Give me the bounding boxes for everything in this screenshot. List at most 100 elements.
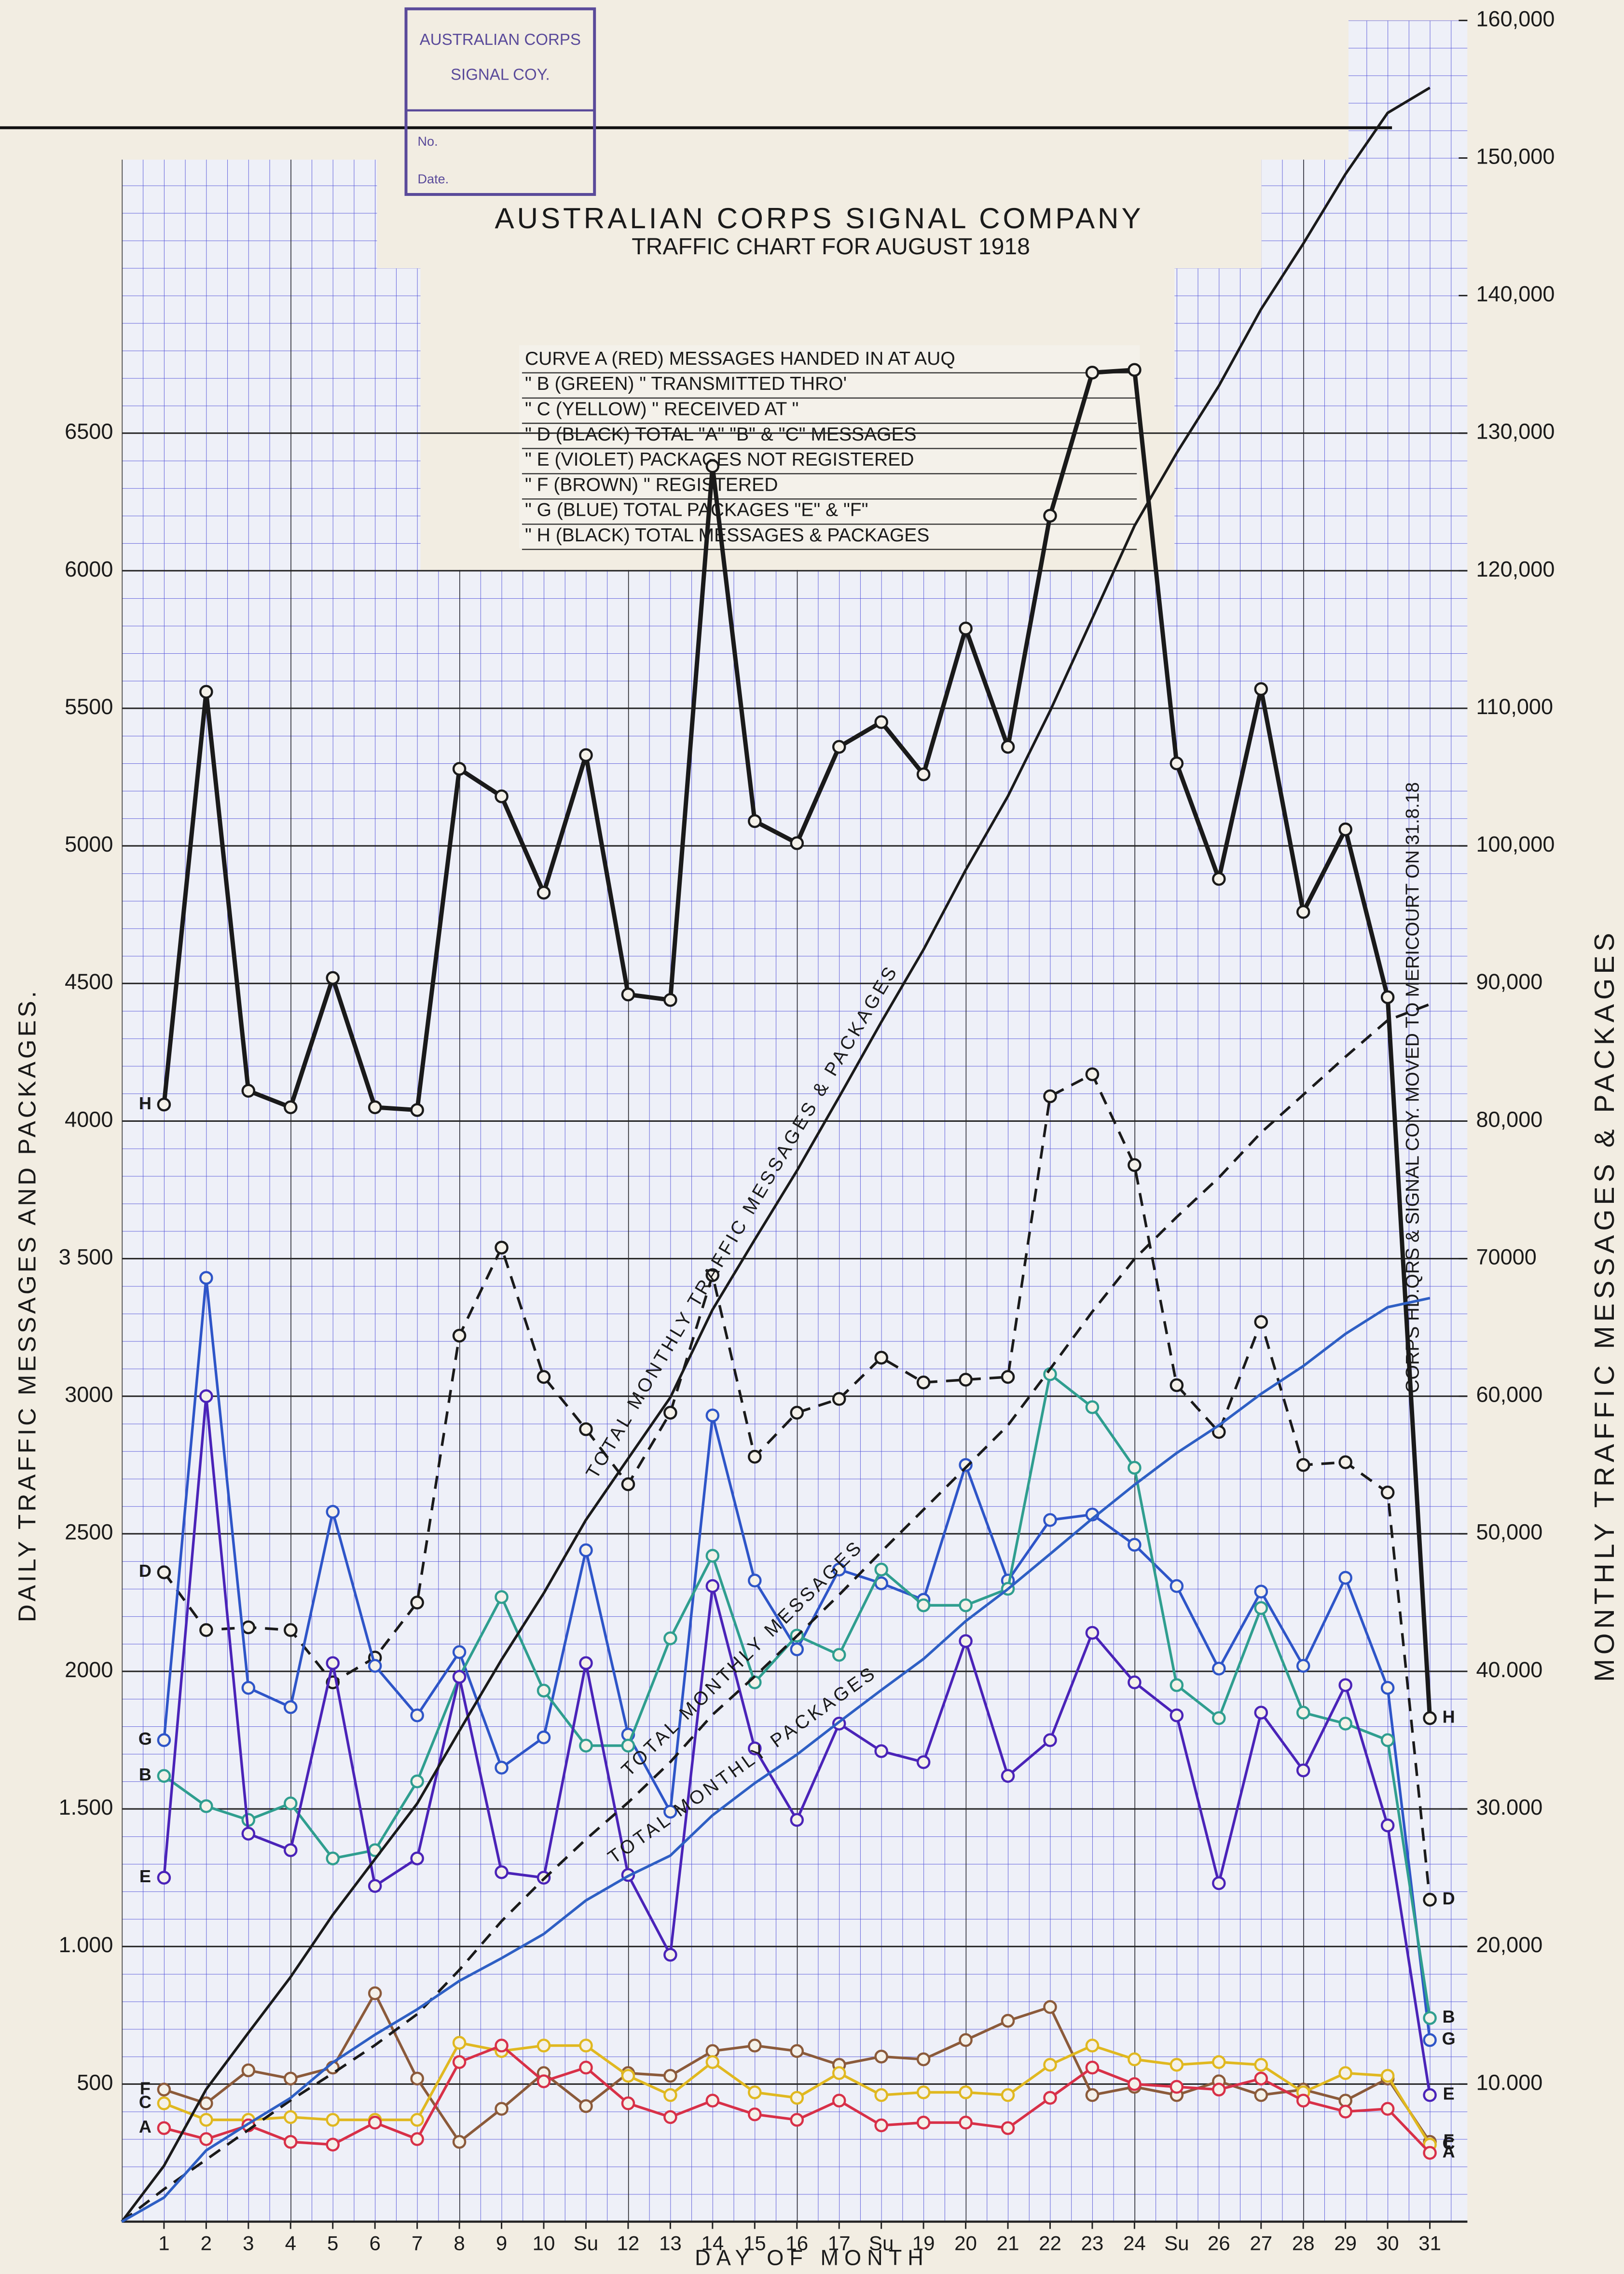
data-point (748, 814, 762, 828)
data-point (1085, 1626, 1100, 1640)
x-tick-label: 24 (1123, 2232, 1146, 2255)
data-point (326, 1656, 340, 1670)
data-point (199, 2096, 213, 2110)
data-point (874, 1562, 888, 1577)
data-point (241, 1620, 256, 1635)
data-point (1128, 1461, 1142, 1475)
y-tick-label: 6000 (65, 557, 113, 581)
data-point (1380, 990, 1395, 1005)
data-point (1128, 2052, 1142, 2067)
y2-tick-label: 20,000 (1476, 1932, 1542, 1957)
data-point (705, 2044, 720, 2058)
data-point (199, 1799, 213, 1813)
series-label: A (139, 2117, 151, 2136)
data-point (874, 1744, 888, 1758)
y2-tick-label: 110,000 (1476, 694, 1553, 719)
y2-tick-label: 140,000 (1476, 282, 1555, 306)
data-point (410, 2113, 424, 2127)
series-label: B (139, 1764, 151, 1784)
data-point (663, 2088, 677, 2102)
data-point (1212, 2055, 1226, 2069)
y-tick-label: 1.500 (59, 1795, 113, 1819)
legend-entry: " H (BLACK) TOTAL MESSAGES & PACKAGES (525, 525, 929, 546)
data-point (1338, 2094, 1352, 2108)
x-tick-label: 17 (828, 2232, 851, 2255)
x-tick-label: 5 (327, 2232, 338, 2255)
data-point (1212, 1711, 1226, 1725)
x-tick-label: 1 (158, 2232, 169, 2255)
data-point (1423, 2011, 1437, 2025)
data-point (705, 1579, 720, 1593)
data-point (874, 2050, 888, 2064)
x-tick-label: 14 (701, 2232, 724, 2255)
x-tick-label: 4 (285, 2232, 296, 2255)
data-point (410, 1596, 424, 1610)
series-label: C (139, 2092, 151, 2112)
data-point (748, 2107, 762, 2122)
y2-tick-label: 90,000 (1476, 969, 1542, 994)
stamp: AUSTRALIAN CORPS SIGNAL COY. No. Date. (404, 7, 596, 196)
data-point (1170, 1708, 1184, 1723)
data-point (705, 2094, 720, 2108)
data-point (1170, 1579, 1184, 1593)
data-point (621, 1477, 635, 1491)
data-point (452, 1670, 467, 1684)
data-point (790, 1813, 804, 1827)
data-point (1296, 1706, 1310, 1720)
series-label: H (1443, 1707, 1455, 1726)
data-point (537, 1683, 551, 1698)
data-point (579, 1543, 593, 1557)
stamp-text: Date. (418, 172, 449, 186)
data-point (1212, 2082, 1226, 2097)
data-point (157, 2096, 171, 2110)
series-line (121, 1003, 1431, 2223)
data-point (1296, 2094, 1310, 2108)
data-point (663, 993, 677, 1007)
data-point (452, 2036, 467, 2050)
x-tick-label: 21 (997, 2232, 1019, 2255)
y2-tick-label: 60,000 (1476, 1382, 1542, 1407)
data-point (874, 1351, 888, 1365)
data-point (283, 1796, 298, 1810)
y2-tick-label: 120,000 (1476, 557, 1555, 581)
data-point (326, 971, 340, 985)
x-tick-label: 9 (496, 2232, 507, 2255)
data-point (199, 685, 213, 699)
y-tick-label: 5500 (65, 694, 113, 719)
data-point (579, 1656, 593, 1670)
data-point (1001, 1769, 1015, 1783)
series-line (121, 86, 1431, 2223)
data-point (748, 1573, 762, 1588)
data-point (1043, 509, 1057, 523)
data-point (1128, 1675, 1142, 1690)
data-point (790, 2113, 804, 2127)
data-point (790, 1642, 804, 1656)
data-point (241, 1681, 256, 1695)
data-point (1085, 2088, 1100, 2102)
x-tick-label: 28 (1292, 2232, 1315, 2255)
y-tick-label: 2000 (65, 1657, 113, 1682)
data-point (452, 762, 467, 776)
x-tick-label: 7 (412, 2232, 423, 2255)
data-point (959, 2085, 973, 2099)
data-point (705, 1268, 720, 1282)
data-point (1380, 2102, 1395, 2116)
x-tick-label: Su (869, 2232, 894, 2255)
data-point (368, 1100, 382, 1115)
x-tick-label: 26 (1208, 2232, 1230, 2255)
data-point (157, 1733, 171, 1747)
data-point (283, 1623, 298, 1637)
data-point (748, 1741, 762, 1755)
data-point (410, 1103, 424, 1117)
stamp-text: No. (418, 134, 438, 149)
data-point (874, 715, 888, 729)
data-point (1128, 1158, 1142, 1172)
data-point (368, 1879, 382, 1893)
data-point (452, 1645, 467, 1659)
data-point (916, 767, 931, 782)
data-point (663, 2068, 677, 2083)
data-point (495, 1761, 509, 1775)
data-point (1001, 740, 1015, 754)
data-point (1043, 2091, 1057, 2105)
data-point (705, 1408, 720, 1422)
